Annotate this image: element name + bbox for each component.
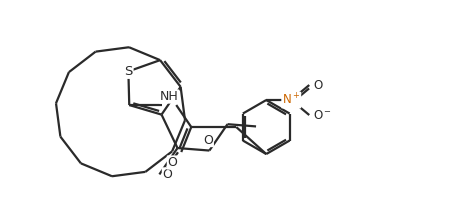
Text: O$^-$: O$^-$	[313, 108, 332, 122]
Text: O: O	[162, 168, 172, 181]
Text: O: O	[203, 134, 213, 147]
Text: O: O	[313, 78, 323, 92]
Text: NH: NH	[160, 90, 179, 103]
Text: N$^+$: N$^+$	[282, 92, 300, 108]
Text: S: S	[124, 65, 132, 78]
Text: O: O	[167, 156, 177, 169]
